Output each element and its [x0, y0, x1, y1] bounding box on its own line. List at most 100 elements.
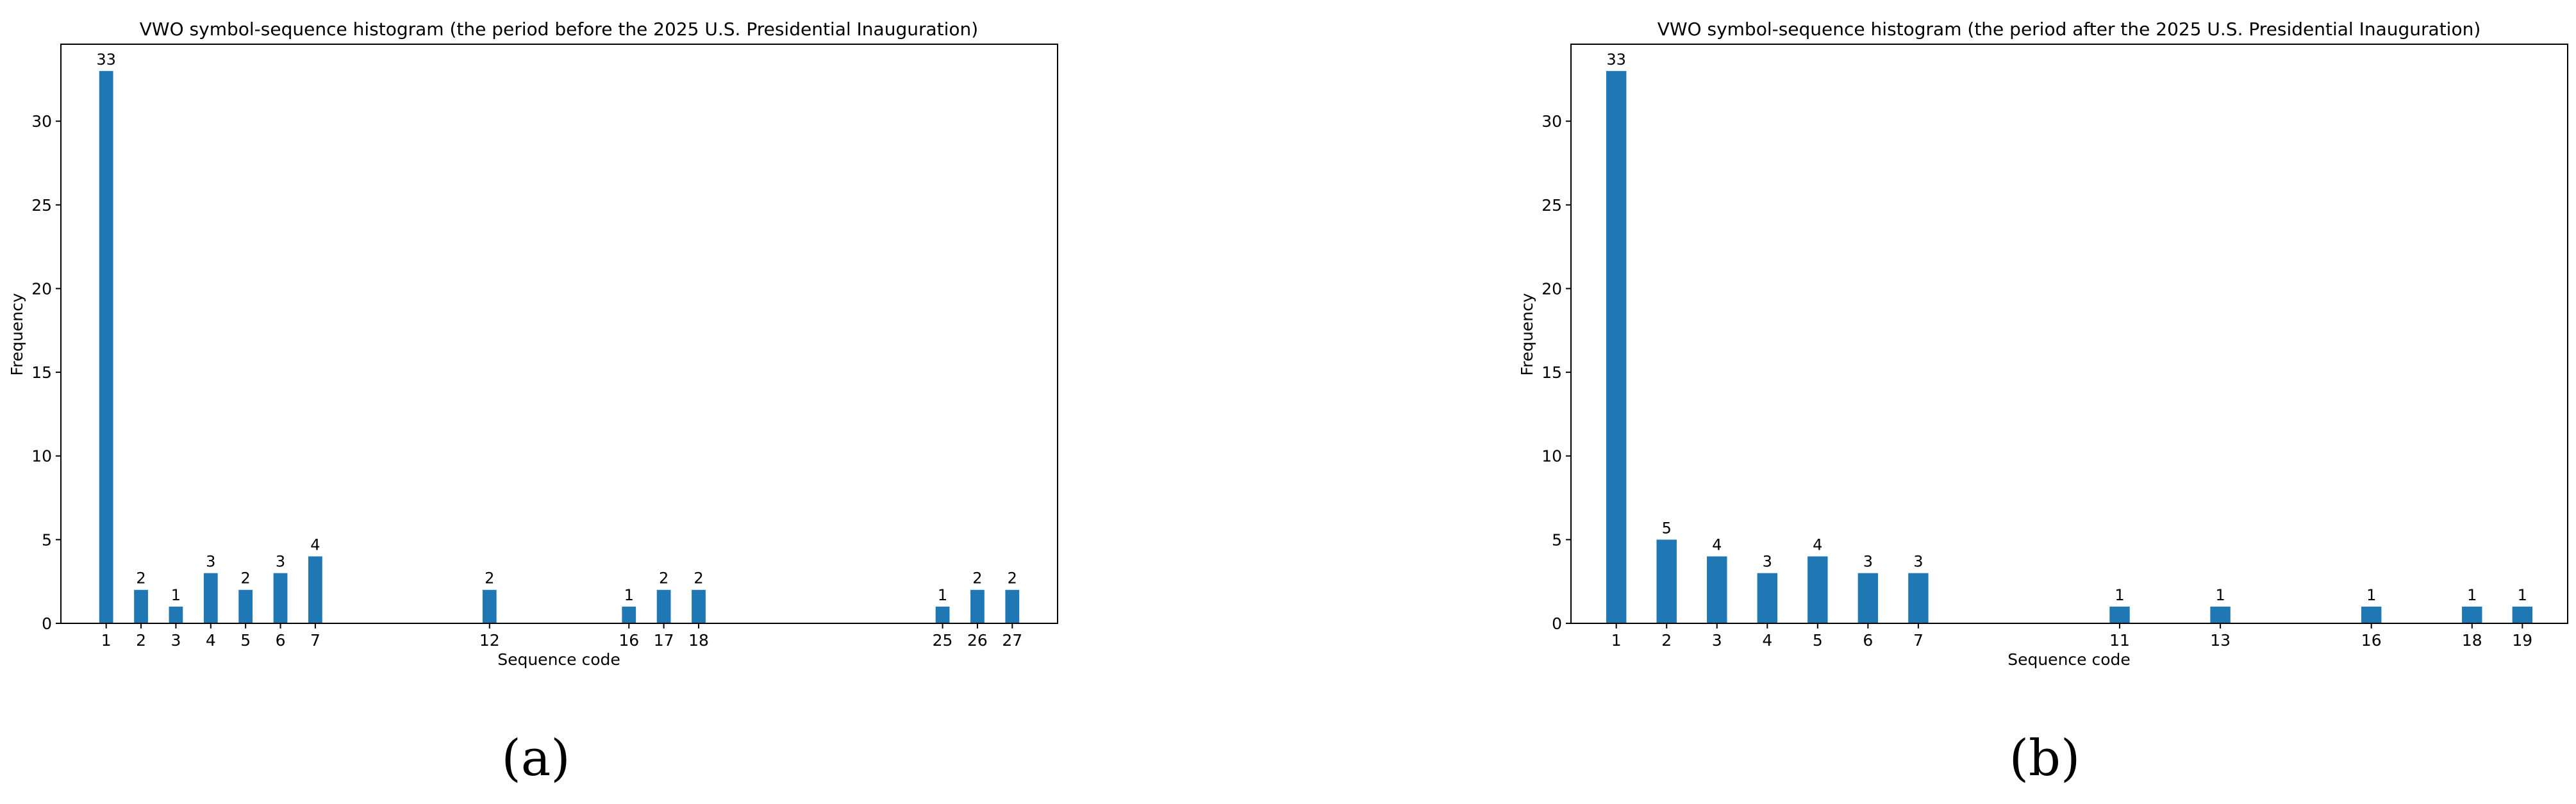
bar — [238, 589, 253, 623]
axes-frame — [1570, 44, 2568, 624]
data-label: 1 — [624, 586, 634, 604]
data-label: 33 — [96, 51, 116, 69]
y-tick-label: 0 — [1552, 614, 1562, 633]
bar — [1656, 539, 1677, 623]
data-label: 4 — [1712, 536, 1722, 554]
data-label: 3 — [1763, 553, 1772, 571]
x-tick-label: 13 — [2210, 631, 2231, 650]
data-label: 3 — [276, 553, 285, 571]
data-label: 5 — [1662, 519, 1672, 537]
bar — [656, 589, 671, 623]
bar — [1606, 70, 1627, 623]
x-tick-label: 5 — [1813, 631, 1823, 650]
bar — [1908, 573, 1929, 623]
x-tick-label: 27 — [1002, 631, 1022, 650]
data-label: 4 — [310, 536, 320, 554]
y-tick-label: 5 — [1552, 530, 1562, 549]
x-tick-label: 18 — [2462, 631, 2482, 650]
y-axis-label: Frequency — [1518, 293, 1536, 375]
bar — [1757, 573, 1777, 623]
bar — [169, 606, 183, 623]
x-tick-label: 4 — [1762, 631, 1772, 650]
bar — [1707, 556, 1727, 623]
y-tick-label: 5 — [42, 530, 52, 549]
panel-caption: (b) — [2009, 730, 2081, 787]
bar — [970, 589, 985, 623]
chart-panel-a: VWO symbol-sequence histogram (the perio… — [8, 19, 1058, 787]
bar — [1807, 556, 1828, 623]
data-label: 4 — [1813, 536, 1822, 554]
chart-panel-b: VWO symbol-sequence histogram (the perio… — [1518, 19, 2568, 787]
chart-title: VWO symbol-sequence histogram (the perio… — [1658, 19, 2481, 40]
x-tick-label: 7 — [1913, 631, 1924, 650]
bar — [622, 606, 636, 623]
x-tick-label: 7 — [310, 631, 320, 650]
data-label: 1 — [2115, 586, 2124, 604]
y-axis-label: Frequency — [8, 293, 26, 375]
y-tick-label: 10 — [1541, 447, 1562, 466]
x-tick-label: 3 — [170, 631, 181, 650]
x-tick-label: 16 — [2361, 631, 2382, 650]
axes-frame — [60, 44, 1058, 624]
x-tick-label: 6 — [1863, 631, 1873, 650]
data-label: 1 — [171, 586, 181, 604]
y-tick-label: 10 — [31, 447, 52, 466]
y-tick-label: 20 — [31, 279, 52, 298]
data-label: 2 — [972, 570, 982, 587]
x-tick-label: 3 — [1712, 631, 1722, 650]
x-axis-label: Sequence code — [2007, 650, 2131, 669]
bar — [2361, 606, 2382, 623]
x-axis-label: Sequence code — [497, 650, 620, 669]
panel-caption: (a) — [501, 730, 570, 787]
x-tick-label: 1 — [1611, 631, 1622, 650]
data-label: 33 — [1606, 51, 1626, 69]
bar — [2109, 606, 2130, 623]
data-label: 1 — [2366, 586, 2376, 604]
bar — [2210, 606, 2231, 623]
y-tick-label: 20 — [1541, 279, 1562, 298]
y-tick-label: 0 — [42, 614, 52, 633]
x-tick-label: 12 — [479, 631, 500, 650]
bar — [203, 573, 218, 623]
bar — [1005, 589, 1020, 623]
bar — [273, 573, 288, 623]
x-tick-label: 18 — [688, 631, 709, 650]
bar — [692, 589, 706, 623]
bar — [2462, 606, 2482, 623]
y-tick-label: 30 — [31, 112, 52, 131]
x-tick-label: 16 — [619, 631, 639, 650]
data-label: 1 — [938, 586, 947, 604]
bar — [1857, 573, 1879, 623]
bar — [2512, 606, 2533, 623]
x-tick-label: 19 — [2512, 631, 2532, 650]
bar — [134, 589, 148, 623]
x-tick-label: 1 — [101, 631, 112, 650]
data-label: 1 — [2215, 586, 2225, 604]
x-tick-label: 2 — [1661, 631, 1672, 650]
x-tick-label: 6 — [276, 631, 286, 650]
x-tick-label: 25 — [933, 631, 953, 650]
data-label: 3 — [206, 553, 215, 571]
data-label: 2 — [659, 570, 669, 587]
data-label: 2 — [241, 570, 251, 587]
data-label: 2 — [485, 570, 494, 587]
x-tick-label: 26 — [967, 631, 988, 650]
y-tick-label: 30 — [1541, 112, 1562, 131]
bar — [935, 606, 950, 623]
bar — [99, 70, 113, 623]
data-label: 1 — [2518, 586, 2527, 604]
bar — [482, 589, 497, 623]
x-tick-label: 17 — [654, 631, 674, 650]
y-tick-label: 15 — [31, 363, 52, 382]
chart-title: VWO symbol-sequence histogram (the perio… — [140, 19, 978, 40]
x-tick-label: 4 — [206, 631, 216, 650]
data-label: 2 — [694, 570, 703, 587]
bar — [308, 556, 322, 623]
y-tick-label: 25 — [1541, 196, 1562, 215]
y-tick-label: 25 — [31, 196, 52, 215]
data-label: 2 — [1008, 570, 1017, 587]
data-label: 1 — [2467, 586, 2477, 604]
data-label: 2 — [136, 570, 145, 587]
x-tick-label: 11 — [2109, 631, 2130, 650]
